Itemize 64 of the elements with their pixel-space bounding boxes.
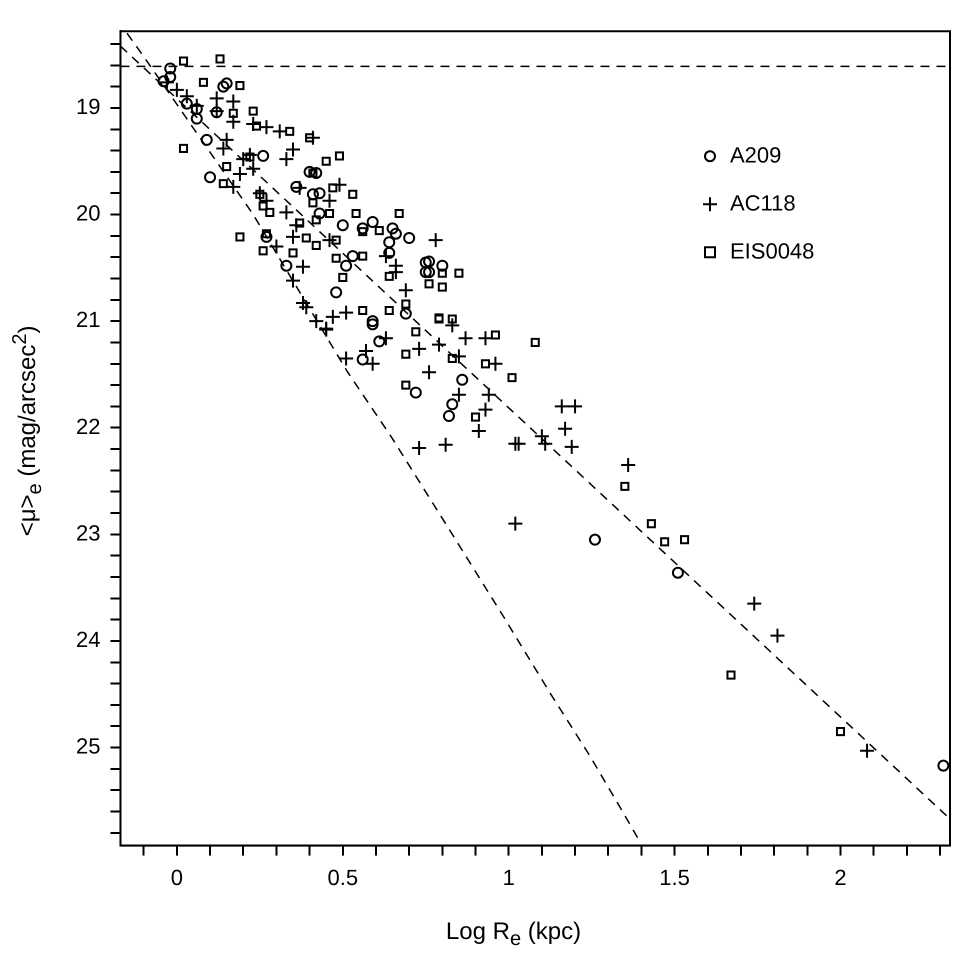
point — [366, 315, 379, 328]
point — [446, 398, 458, 410]
point — [190, 112, 203, 125]
point — [442, 410, 455, 422]
point — [164, 62, 176, 75]
point — [210, 106, 223, 118]
point — [420, 256, 432, 269]
x-axis-title: Log R$_{e}$ (kpc) — [444, 918, 582, 951]
point — [257, 150, 270, 162]
point — [436, 260, 448, 272]
point — [314, 187, 326, 200]
point — [158, 75, 170, 88]
point — [373, 335, 386, 348]
point — [260, 230, 272, 243]
point — [190, 103, 203, 116]
point — [366, 318, 379, 330]
point — [400, 308, 412, 320]
point — [423, 266, 436, 278]
point — [217, 80, 230, 93]
legend-label: A209 — [730, 142, 782, 168]
point — [588, 534, 601, 546]
point — [420, 266, 432, 278]
point — [356, 222, 369, 234]
point — [220, 77, 233, 90]
point — [304, 166, 316, 178]
point — [356, 354, 369, 366]
point — [290, 180, 302, 193]
y-tick-label: 25 — [76, 734, 100, 759]
point — [180, 98, 193, 110]
y-tick-label: 22 — [76, 414, 100, 439]
y-tick-label: 21 — [76, 307, 100, 332]
x-tick-label: 0 — [170, 864, 184, 890]
x-tick-label: 0.5 — [327, 864, 358, 890]
y-tick-label: 24 — [76, 626, 100, 652]
x-tick-label: 2 — [834, 864, 847, 890]
point — [403, 232, 416, 244]
y-tick-label: 20 — [76, 200, 100, 226]
y-tick-label: 19 — [76, 94, 100, 120]
point — [200, 134, 213, 146]
legend-label: AC118 — [730, 190, 796, 216]
point — [336, 219, 349, 232]
point — [410, 386, 422, 399]
point — [346, 250, 359, 262]
point — [314, 207, 326, 220]
point — [164, 71, 176, 84]
x-tick-label: 1 — [502, 864, 515, 890]
point — [306, 188, 319, 200]
point — [423, 255, 436, 268]
point — [386, 222, 399, 234]
point — [672, 566, 684, 579]
point — [937, 760, 950, 772]
x-tick-label: 1.5 — [659, 864, 690, 890]
point — [383, 246, 396, 259]
point — [456, 374, 468, 386]
point — [280, 260, 292, 272]
point — [330, 286, 342, 298]
point — [204, 171, 216, 184]
y-tick-label: 23 — [76, 520, 100, 546]
point — [383, 236, 396, 248]
point — [366, 216, 379, 228]
legend-label: EIS0048 — [730, 238, 814, 264]
point — [390, 228, 402, 240]
point — [310, 166, 322, 179]
point — [340, 260, 352, 272]
